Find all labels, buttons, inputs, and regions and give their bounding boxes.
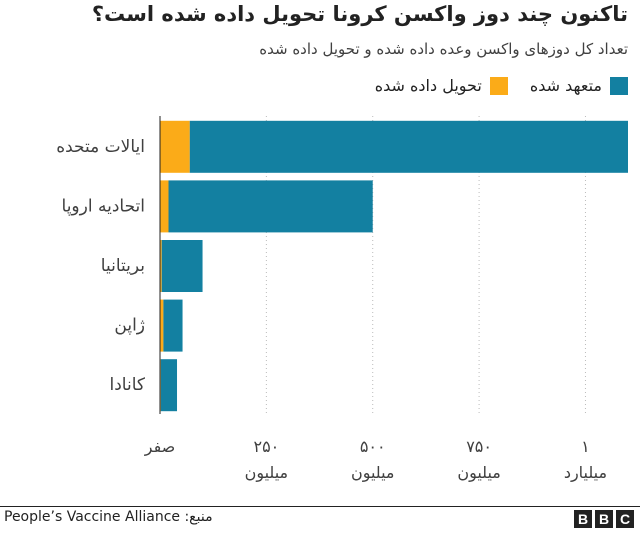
x-tick-label: میلیون [457, 463, 501, 483]
bar-segment [160, 299, 164, 352]
legend-label-pledged: متعهد شده [529, 76, 602, 95]
legend-item-delivered: تحویل داده شده [375, 76, 508, 95]
bar-segment [163, 299, 183, 352]
bbc-logo-letter: B [595, 510, 613, 528]
x-tick-label: ۱ [581, 437, 590, 456]
bbc-logo-letter: B [574, 510, 592, 528]
category-label: بریتانیا [101, 256, 145, 276]
x-tick-label: میلیون [245, 463, 289, 483]
legend: متعهد شده تحویل داده شده [375, 76, 628, 95]
category-label: کانادا [110, 375, 146, 395]
chart-title: تاکنون چند دوز واکسن کرونا تحویل داده شد… [91, 2, 628, 26]
bar-segment [161, 240, 203, 292]
x-tick-label: ۲۵۰ [253, 437, 279, 456]
category-label: اتحادیه اروپا [62, 196, 145, 216]
legend-label-delivered: تحویل داده شده [374, 76, 482, 95]
bar-segment [160, 359, 178, 412]
bbc-logo-letter: C [616, 510, 634, 528]
category-label: ایالات متحده [56, 137, 145, 157]
bbc-logo: B B C [574, 510, 634, 528]
bar-segment [160, 120, 190, 173]
footer-divider [0, 506, 640, 507]
bar-segment [168, 180, 373, 233]
x-tick-label: میلیون [351, 463, 395, 483]
legend-swatch-delivered [489, 76, 508, 95]
x-tick-label: میلیارد [564, 463, 607, 483]
x-tick-label: صفر [144, 437, 176, 457]
bar-segment [160, 180, 169, 233]
chart-subtitle: تعداد کل دوزهای واکسن وعده داده شده و تح… [259, 40, 628, 58]
x-tick-label: ۵۰۰ [360, 437, 386, 456]
source-note: People’s Vaccine Alliance :منبع [4, 509, 213, 525]
bar-segment [160, 240, 162, 292]
bar-segment [189, 120, 629, 173]
category-label: ژاپن [114, 316, 145, 336]
legend-item-pledged: متعهد شده [530, 76, 628, 95]
x-tick-label: ۷۵۰ [466, 437, 492, 456]
legend-swatch-pledged [610, 76, 628, 95]
